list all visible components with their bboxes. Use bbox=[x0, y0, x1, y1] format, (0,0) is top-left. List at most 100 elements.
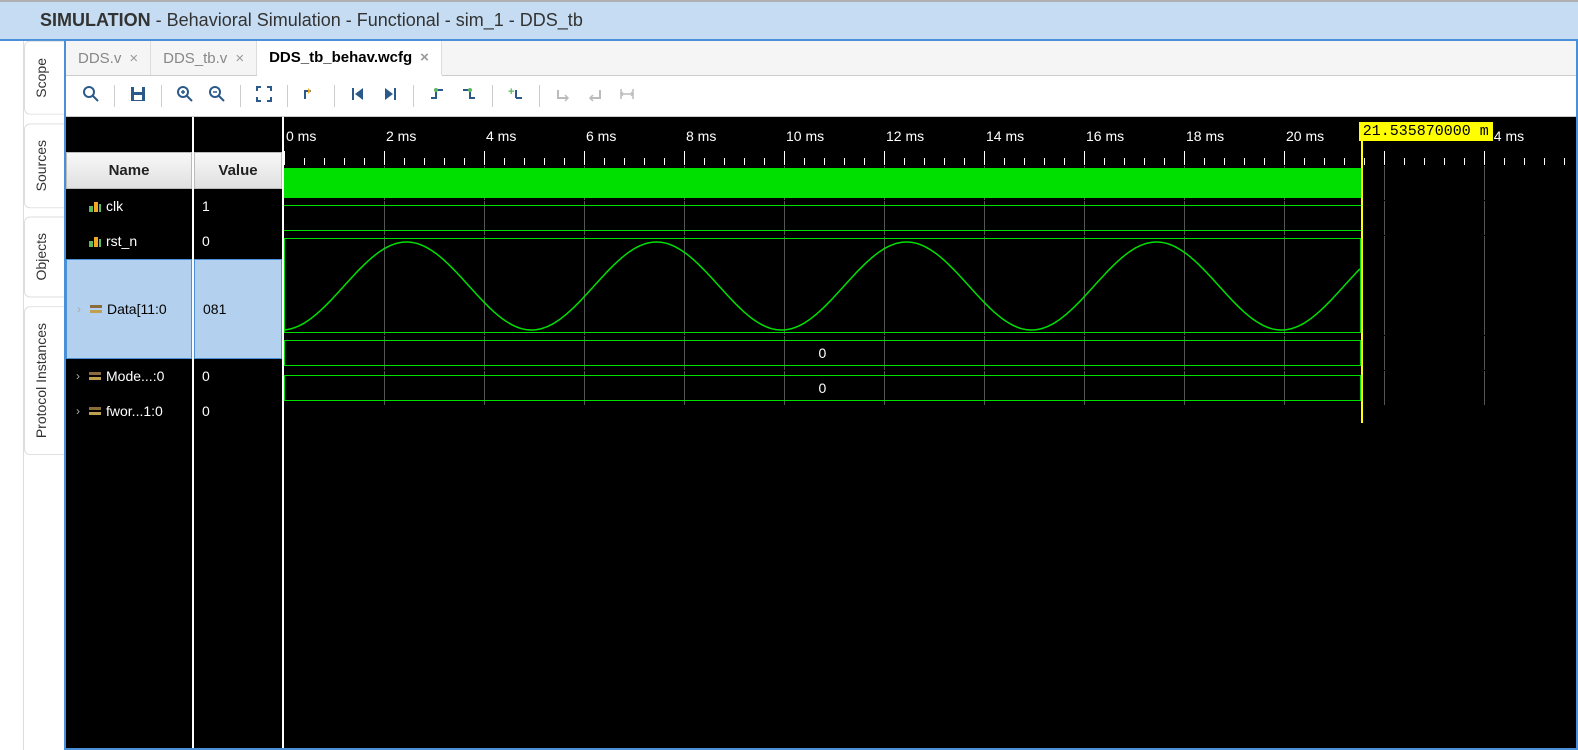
analog-waveform bbox=[284, 236, 1361, 336]
signal-icon bbox=[89, 302, 103, 316]
signal-name: fwor...1:0 bbox=[106, 403, 163, 419]
svg-text:+: + bbox=[508, 86, 514, 98]
side-tab-scope[interactable]: Scope bbox=[24, 41, 64, 115]
main-area: Scope Sources Objects Protocol Instances DD… bbox=[0, 41, 1578, 750]
expand-icon[interactable]: › bbox=[72, 369, 84, 383]
signal-value: 0 bbox=[202, 233, 210, 249]
ruler-label: 14 ms bbox=[986, 128, 1024, 144]
ruler-label: 2 ms bbox=[386, 128, 416, 144]
ruler-label: 12 ms bbox=[886, 128, 924, 144]
ruler-label: 0 ms bbox=[286, 128, 316, 144]
signal-name: rst_n bbox=[106, 233, 137, 249]
file-tab-label: DDS_tb.v bbox=[163, 50, 227, 67]
width-icon bbox=[618, 85, 636, 108]
signal-icon bbox=[88, 234, 102, 248]
file-tab-label: DDS_tb_behav.wcfg bbox=[269, 49, 412, 66]
swap-b-icon bbox=[586, 85, 604, 108]
signal-name-row[interactable]: clk bbox=[66, 189, 192, 224]
swap-b-button[interactable] bbox=[580, 82, 610, 110]
side-tab-objects[interactable]: Objects bbox=[24, 216, 64, 297]
signal-panel: Name clkrst_n›Data[11:0›Mode...:0›fwor..… bbox=[66, 117, 284, 748]
zoom-out-button[interactable] bbox=[202, 82, 232, 110]
goto-end-button[interactable] bbox=[375, 82, 405, 110]
content: DDS.v× DDS_tb.v × DDS_tb_behav.wcfg × + Name… bbox=[64, 41, 1578, 750]
time-cursor[interactable] bbox=[1361, 122, 1363, 423]
name-column: Name clkrst_n›Data[11:0›Mode...:0›fwor..… bbox=[66, 117, 194, 748]
title-main: SIMULATION bbox=[40, 10, 151, 30]
waveform-area[interactable]: 21.535870000 m 0 ms2 ms4 ms6 ms8 ms10 ms… bbox=[284, 117, 1576, 748]
signal-value: 1 bbox=[202, 198, 210, 214]
clk-waveform bbox=[284, 168, 1361, 198]
bus-waveform: 0 bbox=[284, 375, 1361, 401]
swap-a-icon bbox=[554, 85, 572, 108]
side-tab-sources[interactable]: Sources bbox=[24, 123, 64, 208]
side-tabs: Scope Sources Objects Protocol Instances bbox=[24, 41, 64, 750]
file-tab[interactable]: DDS_tb.v × bbox=[151, 41, 257, 75]
signal-value: 081 bbox=[203, 301, 226, 317]
wave-row[interactable]: 0 bbox=[284, 370, 1576, 405]
name-header[interactable]: Name bbox=[66, 152, 192, 189]
wave-row[interactable]: 0 bbox=[284, 335, 1576, 370]
signal-icon bbox=[88, 369, 102, 383]
file-tab[interactable]: DDS_tb_behav.wcfg × bbox=[257, 41, 442, 76]
search-button[interactable] bbox=[76, 82, 106, 110]
width-button[interactable] bbox=[612, 82, 642, 110]
next-trans-button[interactable] bbox=[454, 82, 484, 110]
goto-start-icon bbox=[349, 85, 367, 108]
zoom-in-icon bbox=[176, 85, 194, 108]
ruler-label: 20 ms bbox=[1286, 128, 1324, 144]
title-bar: SIMULATION - Behavioral Simulation - Fun… bbox=[0, 0, 1578, 41]
file-tab[interactable]: DDS.v× bbox=[66, 41, 151, 75]
value-column: Value 1 0 081 0 0 bbox=[194, 117, 284, 748]
title-rest: - Behavioral Simulation - Functional - s… bbox=[151, 10, 583, 30]
zoom-fit-icon bbox=[255, 85, 273, 108]
signal-name: clk bbox=[106, 198, 123, 214]
zoom-in-button[interactable] bbox=[170, 82, 200, 110]
goto-cursor-button[interactable] bbox=[296, 82, 326, 110]
signal-value-row[interactable]: 0 bbox=[194, 224, 282, 259]
goto-end-icon bbox=[381, 85, 399, 108]
signal-value-row[interactable]: 0 bbox=[194, 394, 282, 429]
wave-row[interactable] bbox=[284, 200, 1576, 235]
zoom-out-icon bbox=[208, 85, 226, 108]
close-icon[interactable]: × bbox=[129, 50, 138, 67]
next-trans-icon bbox=[460, 85, 478, 108]
value-header[interactable]: Value bbox=[194, 152, 282, 189]
signal-name-row[interactable]: rst_n bbox=[66, 224, 192, 259]
swap-a-button[interactable] bbox=[548, 82, 578, 110]
wave-row[interactable] bbox=[284, 165, 1576, 200]
ruler-label: 10 ms bbox=[786, 128, 824, 144]
ruler-label: 18 ms bbox=[1186, 128, 1224, 144]
workspace: Name clkrst_n›Data[11:0›Mode...:0›fwor..… bbox=[66, 117, 1576, 748]
signal-name-row[interactable]: ›Data[11:0 bbox=[66, 259, 192, 359]
signal-name-row[interactable]: ›Mode...:0 bbox=[66, 359, 192, 394]
add-marker-icon: + bbox=[507, 85, 525, 108]
goto-start-button[interactable] bbox=[343, 82, 373, 110]
save-button[interactable] bbox=[123, 82, 153, 110]
ruler-label: 16 ms bbox=[1086, 128, 1124, 144]
signal-value: 0 bbox=[202, 368, 210, 384]
wave-row[interactable] bbox=[284, 235, 1576, 335]
signal-value-row[interactable]: 1 bbox=[194, 189, 282, 224]
search-icon bbox=[82, 85, 100, 108]
prev-trans-button[interactable] bbox=[422, 82, 452, 110]
close-icon[interactable]: × bbox=[235, 50, 244, 67]
prev-trans-icon bbox=[428, 85, 446, 108]
bus-waveform: 0 bbox=[284, 340, 1361, 366]
signal-value-row[interactable]: 081 bbox=[194, 259, 282, 359]
ruler-label: 4 ms bbox=[486, 128, 516, 144]
signal-name-row[interactable]: › fwor...1:0 bbox=[66, 394, 192, 429]
ruler-label: 8 ms bbox=[686, 128, 716, 144]
signal-value-row[interactable]: 0 bbox=[194, 359, 282, 394]
expand-icon[interactable]: › bbox=[72, 404, 84, 418]
toolbar: + bbox=[66, 76, 1576, 117]
close-icon[interactable]: × bbox=[420, 49, 429, 66]
file-tabs-row: DDS.v× DDS_tb.v × DDS_tb_behav.wcfg × bbox=[66, 41, 1576, 76]
cursor-time-label[interactable]: 21.535870000 m bbox=[1359, 122, 1493, 141]
add-marker-button[interactable]: + bbox=[501, 82, 531, 110]
expand-icon[interactable]: › bbox=[73, 302, 85, 316]
signal-icon bbox=[88, 404, 102, 418]
zoom-fit-button[interactable] bbox=[249, 82, 279, 110]
signal-value: 0 bbox=[202, 403, 210, 419]
side-tab-protocol-instances[interactable]: Protocol Instances bbox=[24, 306, 64, 455]
